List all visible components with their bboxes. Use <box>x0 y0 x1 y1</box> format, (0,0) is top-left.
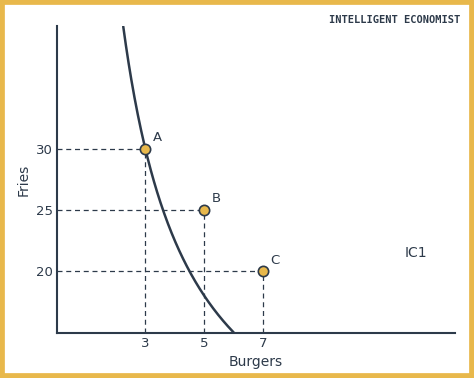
Point <box>201 207 208 213</box>
X-axis label: Burgers: Burgers <box>229 355 283 369</box>
Y-axis label: Fries: Fries <box>16 163 30 196</box>
Text: INTELLIGENT ECONOMIST: INTELLIGENT ECONOMIST <box>328 15 460 25</box>
Point <box>142 146 149 152</box>
Point <box>260 268 267 274</box>
Text: IC1: IC1 <box>405 246 428 260</box>
Text: B: B <box>212 192 221 205</box>
Text: C: C <box>271 254 280 266</box>
Text: A: A <box>153 131 162 144</box>
